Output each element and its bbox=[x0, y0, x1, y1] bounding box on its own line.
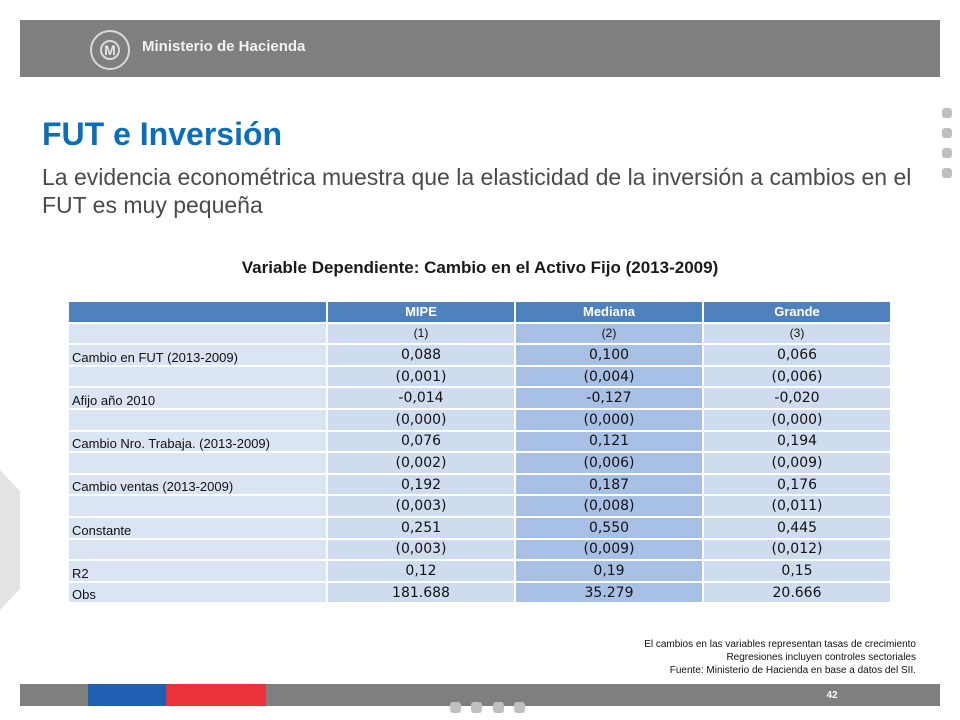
table-cell: 0,445 bbox=[702, 515, 892, 540]
dot-icon bbox=[942, 128, 952, 138]
note-line: El cambios en las variables representan … bbox=[644, 639, 916, 650]
dot-icon bbox=[942, 168, 952, 178]
table-row: Cambio Nro. Trabaja. (2013-2009) 0,076 0,1… bbox=[67, 429, 892, 454]
table-row: (0,001) (0,004) (0,006) bbox=[67, 364, 892, 389]
footer-red-stripe bbox=[166, 684, 266, 706]
page-number: 42 bbox=[826, 690, 838, 701]
table-cell: 20.666 bbox=[702, 580, 892, 605]
table-header-cell: Mediana bbox=[514, 300, 704, 324]
table-cell: 181.688 bbox=[326, 580, 516, 605]
table-row: (0,003) (0,008) (0,011) bbox=[67, 494, 892, 518]
table-cell: (0,002) bbox=[326, 451, 516, 475]
table-row: Obs 181.688 35.279 20.666 bbox=[67, 580, 892, 605]
table-cell: 0,19 bbox=[514, 559, 704, 583]
table-cell: -0,127 bbox=[514, 386, 704, 410]
note-line: Regresiones incluyen controles sectorial… bbox=[726, 652, 916, 663]
table-cell: (1) bbox=[326, 321, 516, 346]
table-cell: 0,076 bbox=[326, 429, 516, 454]
dot-icon bbox=[492, 702, 504, 713]
table-cell: (0,009) bbox=[514, 537, 704, 562]
note-line: Fuente: Ministerio de Hacienda en base a… bbox=[669, 665, 916, 676]
row-label bbox=[67, 451, 328, 475]
table-cell: (2) bbox=[514, 321, 704, 346]
decorative-dots-right bbox=[942, 108, 952, 188]
table-cell: 0,100 bbox=[514, 343, 704, 367]
row-label: R2 bbox=[67, 559, 328, 583]
row-label bbox=[67, 321, 328, 346]
table-cell: 35.279 bbox=[514, 580, 704, 605]
table-title: Variable Dependiente: Cambio en el Activ… bbox=[241, 258, 719, 277]
row-label bbox=[67, 494, 328, 518]
ministry-name: Ministerio de Hacienda bbox=[142, 38, 306, 55]
table-row: Constante 0,251 0,550 0,445 bbox=[67, 515, 892, 540]
row-label: Afijo año 2010 bbox=[67, 386, 328, 410]
table-header-row: MIPE Mediana Grande bbox=[67, 300, 892, 324]
table-row: (1) (2) (3) bbox=[67, 321, 892, 346]
table-cell: 0,15 bbox=[702, 559, 892, 583]
table-cell: (0,003) bbox=[326, 494, 516, 518]
table-cell: 0,066 bbox=[702, 343, 892, 367]
table-cell: 0,121 bbox=[514, 429, 704, 454]
table-row: Cambio ventas (2013-2009) 0,192 0,187 0,176 bbox=[67, 472, 892, 497]
table-cell: (0,006) bbox=[514, 451, 704, 475]
row-label bbox=[67, 364, 328, 389]
table-row: (0,000) (0,000) (0,000) bbox=[67, 407, 892, 432]
dot-icon bbox=[471, 702, 483, 713]
table-cell: (0,000) bbox=[514, 407, 704, 432]
footer-blue-stripe bbox=[88, 684, 166, 706]
table-cell: 0,550 bbox=[514, 515, 704, 540]
table-cell: 0,251 bbox=[326, 515, 516, 540]
row-label bbox=[67, 537, 328, 562]
dot-icon bbox=[942, 108, 952, 118]
table-row: (0,003) (0,009) (0,012) bbox=[67, 537, 892, 562]
slide-title: FUT e Inversión bbox=[42, 116, 283, 152]
table-cell: (0,001) bbox=[326, 364, 516, 389]
decorative-dots-bottom bbox=[450, 700, 531, 718]
dot-icon bbox=[450, 702, 461, 713]
table-cell: -0,014 bbox=[326, 386, 516, 410]
table-cell: 0,187 bbox=[514, 472, 704, 497]
table-cell: (0,012) bbox=[702, 537, 892, 562]
table-cell: (0,003) bbox=[326, 537, 516, 562]
table-cell: (0,009) bbox=[702, 451, 892, 475]
table-cell: (0,008) bbox=[514, 494, 704, 518]
table-header-cell: Grande bbox=[702, 300, 892, 324]
row-label: Cambio Nro. Trabaja. (2013-2009) bbox=[67, 429, 328, 454]
table-cell: 0,192 bbox=[326, 472, 516, 497]
table-notes: El cambios en las variables representan … bbox=[644, 638, 916, 677]
table-cell: (0,006) bbox=[702, 364, 892, 389]
ministry-seal-icon bbox=[90, 30, 130, 70]
dot-icon bbox=[514, 702, 526, 713]
table-header-cell bbox=[67, 300, 328, 324]
table-header-cell: MIPE bbox=[326, 300, 516, 324]
row-label bbox=[67, 407, 328, 432]
table-row: Afijo año 2010 -0,014 -0,127 -0,020 bbox=[67, 386, 892, 410]
header-bar: Ministerio de Hacienda bbox=[20, 20, 940, 77]
table-cell: 0,12 bbox=[326, 559, 516, 583]
table-row: Cambio en FUT (2013-2009) 0,088 0,100 0,066 bbox=[67, 343, 892, 367]
table-cell: 0,088 bbox=[326, 343, 516, 367]
table-row: (0,002) (0,006) (0,009) bbox=[67, 451, 892, 475]
table-cell: (0,004) bbox=[514, 364, 704, 389]
row-label: Obs bbox=[67, 580, 328, 605]
row-label: Constante bbox=[67, 515, 328, 540]
table-cell: 0,176 bbox=[702, 472, 892, 497]
slide-subtitle: La evidencia econométrica muestra que la… bbox=[42, 164, 912, 218]
row-label: Cambio ventas (2013-2009) bbox=[67, 472, 328, 497]
table-cell: (0,000) bbox=[702, 407, 892, 432]
decorative-left-tab bbox=[0, 470, 20, 610]
dot-icon bbox=[942, 148, 952, 158]
table-row: R2 0,12 0,19 0,15 bbox=[67, 559, 892, 583]
table-cell: (3) bbox=[702, 321, 892, 346]
table-cell: -0,020 bbox=[702, 386, 892, 410]
regression-table: MIPE Mediana Grande (1) (2) (3) Cambio en F… bbox=[67, 300, 892, 605]
table-cell: 0,194 bbox=[702, 429, 892, 454]
row-label: Cambio en FUT (2013-2009) bbox=[67, 343, 328, 367]
table-cell: (0,000) bbox=[326, 407, 516, 432]
table-cell: (0,011) bbox=[702, 494, 892, 518]
